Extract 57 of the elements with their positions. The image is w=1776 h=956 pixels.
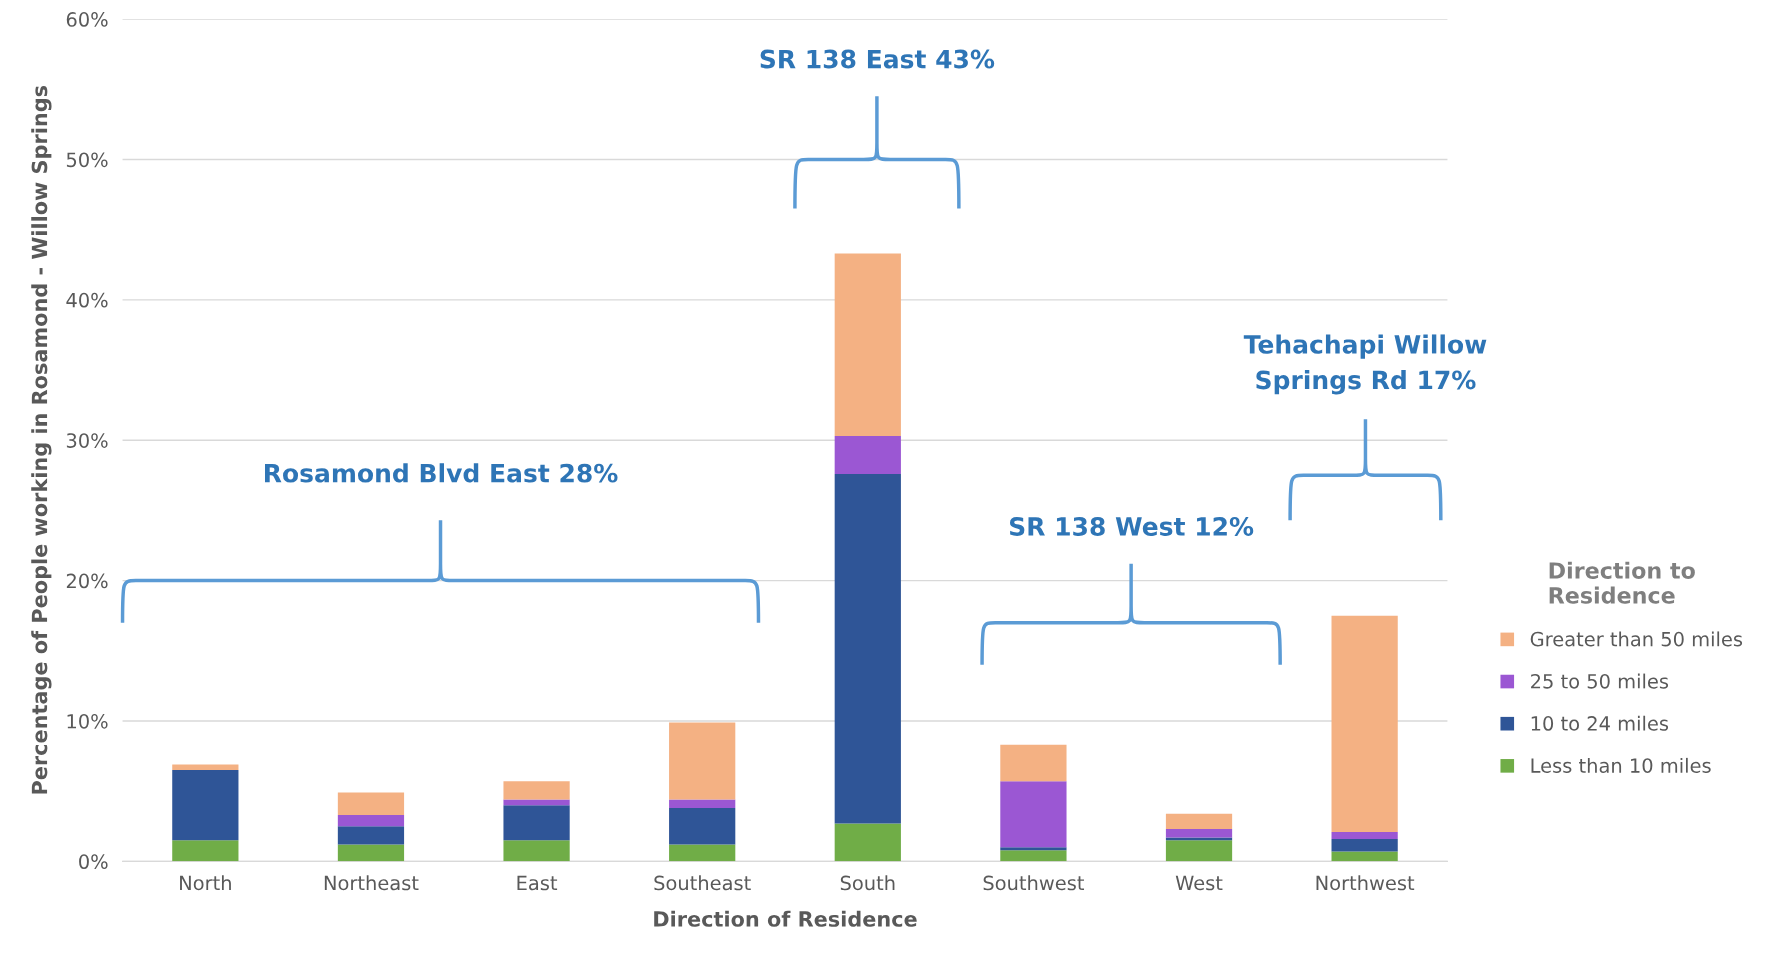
x-tick-label: East: [517, 875, 558, 891]
bar: [1331, 838, 1398, 852]
y-tick-label: 10%: [67, 713, 108, 729]
bar: [1000, 744, 1067, 782]
bar: [1165, 829, 1233, 838]
bar: [669, 808, 736, 845]
bar: [834, 253, 901, 437]
bar: [337, 826, 405, 845]
x-tick-label: Southwest: [983, 875, 1085, 891]
bar: [1331, 851, 1398, 862]
legend-title: Direction to Residence: [1549, 561, 1695, 604]
bar: [172, 770, 239, 841]
bar: [503, 781, 570, 800]
x-tick-label: West: [1175, 875, 1223, 891]
x-tick-label: Southeast: [654, 875, 751, 891]
y-tick-label: 30%: [66, 433, 108, 448]
bar: [1331, 615, 1398, 832]
legend-label: Greater than 50 miles: [1530, 631, 1743, 647]
x-tick-label: South: [840, 875, 895, 891]
y-tick-label: 40%: [66, 292, 108, 308]
bar: [834, 436, 901, 474]
y-axis-title: Percentage of People working in Rosamond - Willow Springs: [31, 85, 52, 794]
bar: [834, 823, 901, 862]
legend-label: Less than 10 miles: [1531, 757, 1711, 773]
bar: [503, 799, 570, 806]
bar: [1000, 847, 1067, 851]
bar: [1165, 813, 1233, 830]
bar: [1000, 781, 1067, 848]
y-tick-label: 50%: [66, 152, 108, 168]
bar: [337, 815, 405, 827]
annotation: Rosamond Blvd East 28%: [265, 463, 618, 483]
y-tick-label: 20%: [66, 573, 108, 589]
bar: [1000, 850, 1067, 862]
bar: [172, 840, 239, 862]
bar: [503, 840, 570, 862]
y-tick-label: 60%: [66, 12, 108, 27]
bar: [669, 799, 736, 809]
x-tick-label: Northwest: [1316, 875, 1415, 891]
bar: [337, 844, 405, 862]
bar: [669, 844, 736, 862]
bar: [834, 473, 901, 824]
annotation: SR 138 West 12%: [1009, 517, 1254, 536]
bar: [1165, 837, 1233, 841]
y-tick-label: 0%: [79, 854, 108, 870]
bar: [1165, 840, 1233, 862]
bar: [337, 792, 405, 816]
bar: [669, 722, 736, 800]
bar: [1331, 831, 1398, 839]
legend-label: 10 to 24 miles: [1531, 715, 1669, 731]
legend-label: 25 to 50 miles: [1531, 673, 1669, 689]
annotation: SR 138 East 43%: [760, 49, 995, 69]
x-tick-label: North: [180, 875, 231, 891]
bar: [172, 764, 239, 771]
x-axis-title: Direction of Residence: [654, 910, 917, 927]
annotation: Tehachapi Willow Springs Rd 17%: [1243, 334, 1487, 395]
x-tick-label: Northeast: [324, 875, 419, 891]
bar: [503, 805, 570, 841]
